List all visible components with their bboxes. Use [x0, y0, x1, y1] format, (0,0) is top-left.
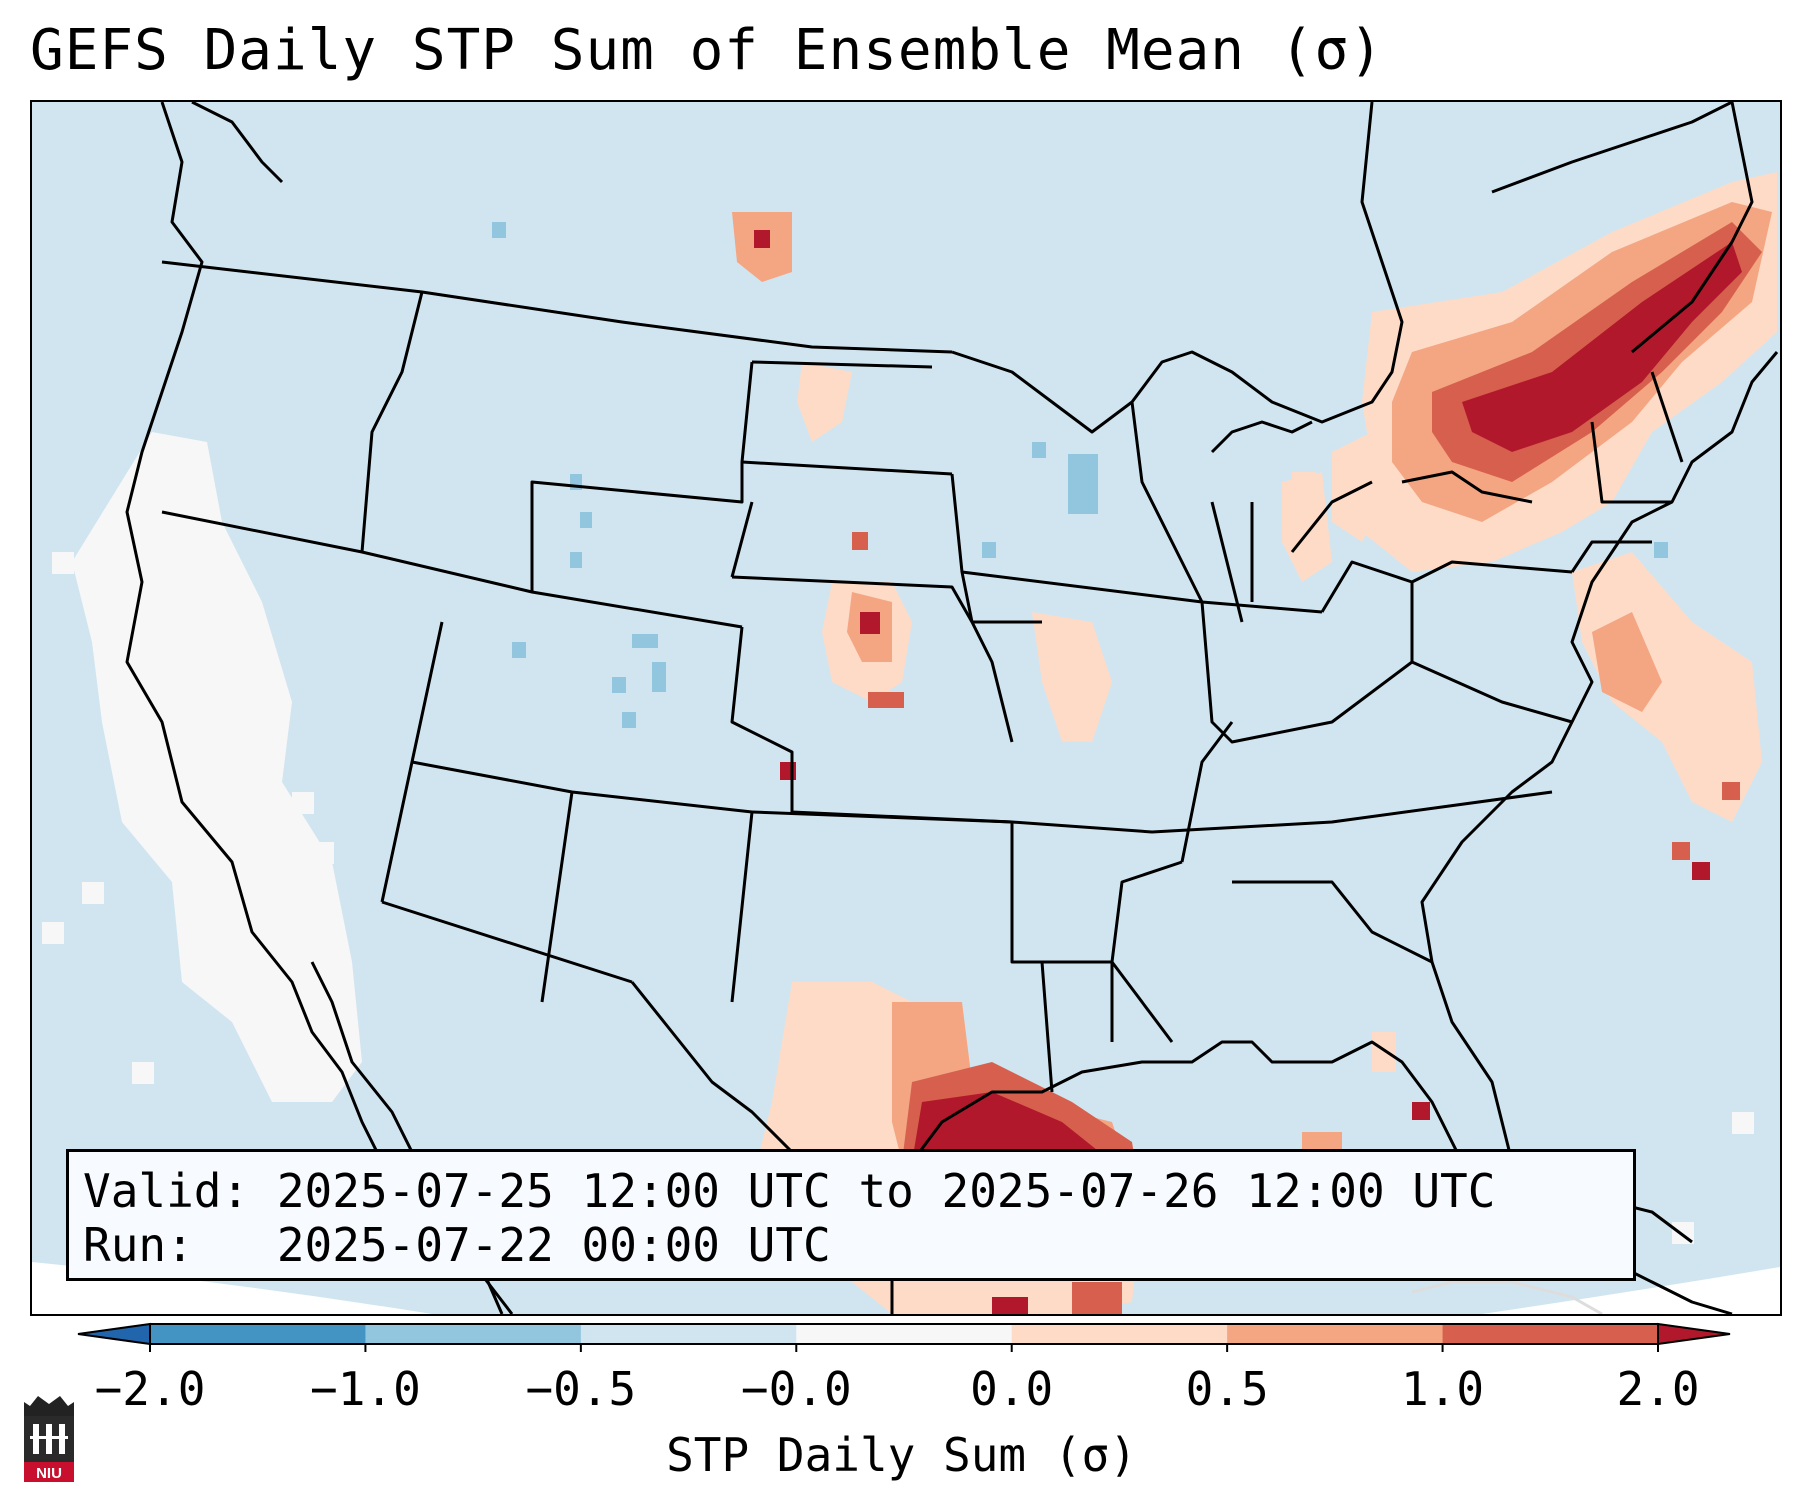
- colorbar-tick-label: 2.0: [1616, 1362, 1700, 1416]
- colorbar-extend-high: [1657, 1322, 1731, 1346]
- colorbar-tick-label: 1.0: [1401, 1362, 1485, 1416]
- colorbar-bin: [1227, 1324, 1444, 1344]
- colorbar-label: STP Daily Sum (σ): [666, 1428, 1137, 1482]
- validity-info-box: Valid: 2025-07-25 12:00 UTC to 2025-07-2…: [66, 1149, 1636, 1281]
- colorbar-tick-label: −0.0: [740, 1362, 852, 1416]
- map-panel[interactable]: [30, 100, 1782, 1316]
- niu-logo: NIU: [24, 1396, 74, 1482]
- colorbar-bin: [1011, 1324, 1228, 1344]
- anomaly-great-plains: [732, 212, 1332, 780]
- colorbar-bin: [1442, 1324, 1659, 1344]
- map-canvas: [32, 102, 1780, 1314]
- colorbar-tick-label: −2.0: [94, 1362, 206, 1416]
- cuba-outline: [1411, 1280, 1603, 1314]
- colorbar-bin: [580, 1324, 797, 1344]
- colorbar-tick-label: 0.5: [1185, 1362, 1269, 1416]
- anomaly-rockies-negative: [492, 222, 1668, 728]
- anomaly-northeast: [1292, 172, 1777, 880]
- run-time-line: Run: 2025-07-22 00:00 UTC: [83, 1218, 831, 1272]
- logo-banner: [24, 1462, 74, 1482]
- colorbar-tick-label: −1.0: [310, 1362, 421, 1416]
- colorbar-bin: [365, 1324, 582, 1344]
- colorbar-outline: [149, 1323, 1659, 1345]
- colorbar-tick-label: 0.0: [970, 1362, 1054, 1416]
- colorbar-extend-low: [77, 1322, 151, 1346]
- colorbar: [77, 1322, 1731, 1352]
- colorbar-bin: [796, 1324, 1013, 1344]
- valid-time-line: Valid: 2025-07-25 12:00 UTC to 2025-07-2…: [83, 1164, 1496, 1218]
- out-of-domain-right: [1482, 1267, 1780, 1314]
- colorbar-bin: [150, 1324, 366, 1344]
- colorbar-tick-label: −0.5: [525, 1362, 637, 1416]
- logo-text: NIU: [36, 1465, 62, 1482]
- map-title: GEFS Daily STP Sum of Ensemble Mean (σ): [30, 18, 1384, 83]
